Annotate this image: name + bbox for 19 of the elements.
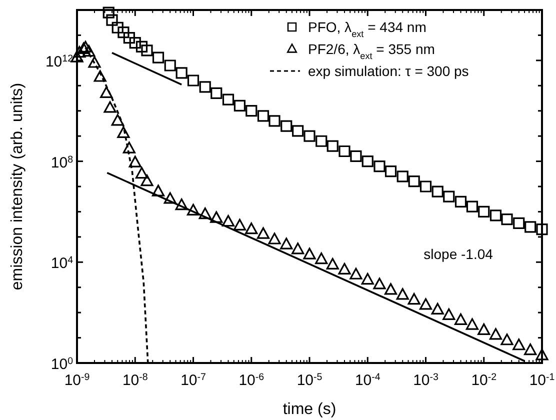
x-tick-label: 10$^{-7}$: [180, 372, 206, 389]
legend-label: PF2/6, λ$_{ext}$ = 355 nm: [308, 41, 435, 61]
y-tick-label: 10$^{8}$: [50, 154, 73, 172]
x-tick-label: 10$^{-3}$: [413, 372, 438, 389]
x-tick-label: 10$^{-2}$: [471, 372, 497, 389]
x-tick-label: 10$^{-8}$: [122, 372, 148, 389]
legend-label: PFO, λ$_{ext}$ = 434 nm: [308, 19, 426, 39]
x-tick-label: 10$^{-9}$: [64, 372, 90, 389]
annotation: slope -1.04: [424, 246, 494, 262]
x-axis-title: time (s): [282, 401, 336, 418]
x-tick-label: 10$^{-5}$: [296, 372, 323, 389]
y-tick-label: 10$^{0}$: [50, 356, 74, 373]
x-tick-label: 10$^{-1}$: [529, 372, 555, 389]
y-axis-title: emission intensity (arb. units): [9, 82, 26, 290]
y-tick-label: 10$^{12}$: [45, 52, 73, 70]
legend-label: exp simulation: τ = 300 ps: [308, 63, 469, 79]
y-tick-label: 10$^{4}$: [50, 254, 74, 272]
x-tick-label: 10$^{-6}$: [238, 372, 264, 389]
x-tick-label: 10$^{-4}$: [354, 372, 381, 389]
